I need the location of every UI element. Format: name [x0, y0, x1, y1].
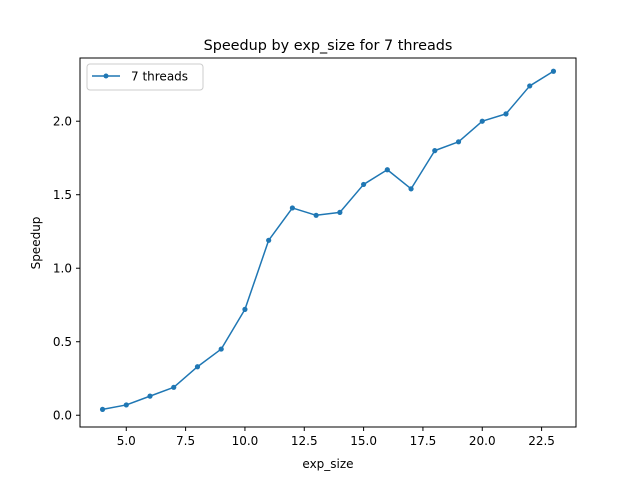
- data-point: [337, 209, 343, 215]
- plot-frame: [79, 57, 577, 428]
- y-tick-label: 1.5: [53, 188, 72, 202]
- data-point: [503, 111, 509, 117]
- data-point: [266, 237, 272, 243]
- x-tick-label: 22.5: [528, 434, 555, 448]
- chart-title: Speedup by exp_size for 7 threads: [204, 38, 453, 54]
- data-point: [218, 346, 224, 352]
- y-tick-label: 2.0: [53, 115, 72, 129]
- legend: 7 threads: [86, 63, 204, 91]
- x-tick-label: 17.5: [410, 434, 437, 448]
- x-axis-label: exp_size: [302, 457, 353, 471]
- data-point: [194, 364, 201, 370]
- x-tick-label: 5.0: [117, 434, 136, 448]
- data-point: [550, 68, 557, 74]
- data-point: [123, 402, 129, 408]
- data-point: [147, 393, 153, 399]
- data-point: [479, 118, 485, 124]
- y-tick-label: 0.5: [53, 335, 72, 349]
- y-axis-label: Speedup: [29, 217, 43, 270]
- x-tick-label: 15.0: [350, 434, 377, 448]
- legend-marker: [103, 73, 109, 79]
- plot-series: [99, 68, 557, 412]
- data-point: [432, 148, 438, 154]
- data-point: [171, 384, 177, 390]
- data-point: [527, 83, 533, 89]
- x-tick-label: 7.5: [176, 434, 195, 448]
- legend-box: [86, 63, 204, 91]
- data-point: [313, 212, 319, 218]
- x-axis-ticks: 5.0 7.5 10.0 12.5 15.0 17.5 20.0 22.5: [117, 427, 555, 448]
- data-point: [289, 205, 296, 211]
- data-point: [384, 167, 390, 173]
- y-axis-ticks: 0.0 0.5 1.0 1.5 2.0: [53, 115, 80, 423]
- data-point: [99, 406, 106, 412]
- series-line: [102, 70, 554, 411]
- data-point: [360, 181, 367, 188]
- data-point: [408, 186, 414, 192]
- data-point: [455, 139, 462, 145]
- x-tick-label: 12.5: [291, 434, 318, 448]
- y-tick-label: 1.0: [53, 262, 72, 276]
- data-point: [242, 306, 248, 312]
- y-tick-label: 0.0: [53, 409, 72, 423]
- x-tick-label: 20.0: [469, 434, 496, 448]
- x-tick-label: 10.0: [232, 434, 259, 448]
- legend-label: 7 threads: [131, 70, 188, 84]
